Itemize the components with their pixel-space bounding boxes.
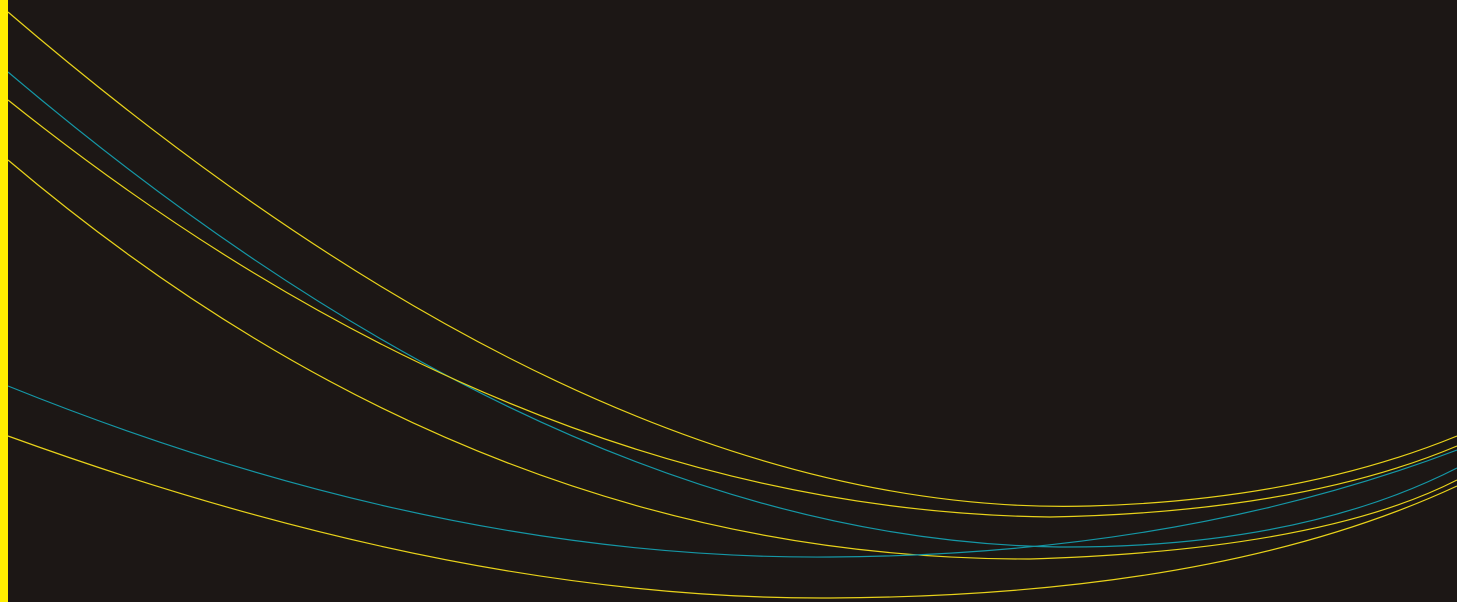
curve-yellow-second <box>7 99 1457 518</box>
curve-yellow-bottom <box>7 435 1457 599</box>
curve-teal-upper <box>7 71 1457 548</box>
curve-yellow-third <box>7 159 1457 560</box>
left-edge-bar <box>0 0 8 602</box>
curve-yellow-top <box>7 11 1457 507</box>
curve-teal-lower <box>7 385 1457 558</box>
